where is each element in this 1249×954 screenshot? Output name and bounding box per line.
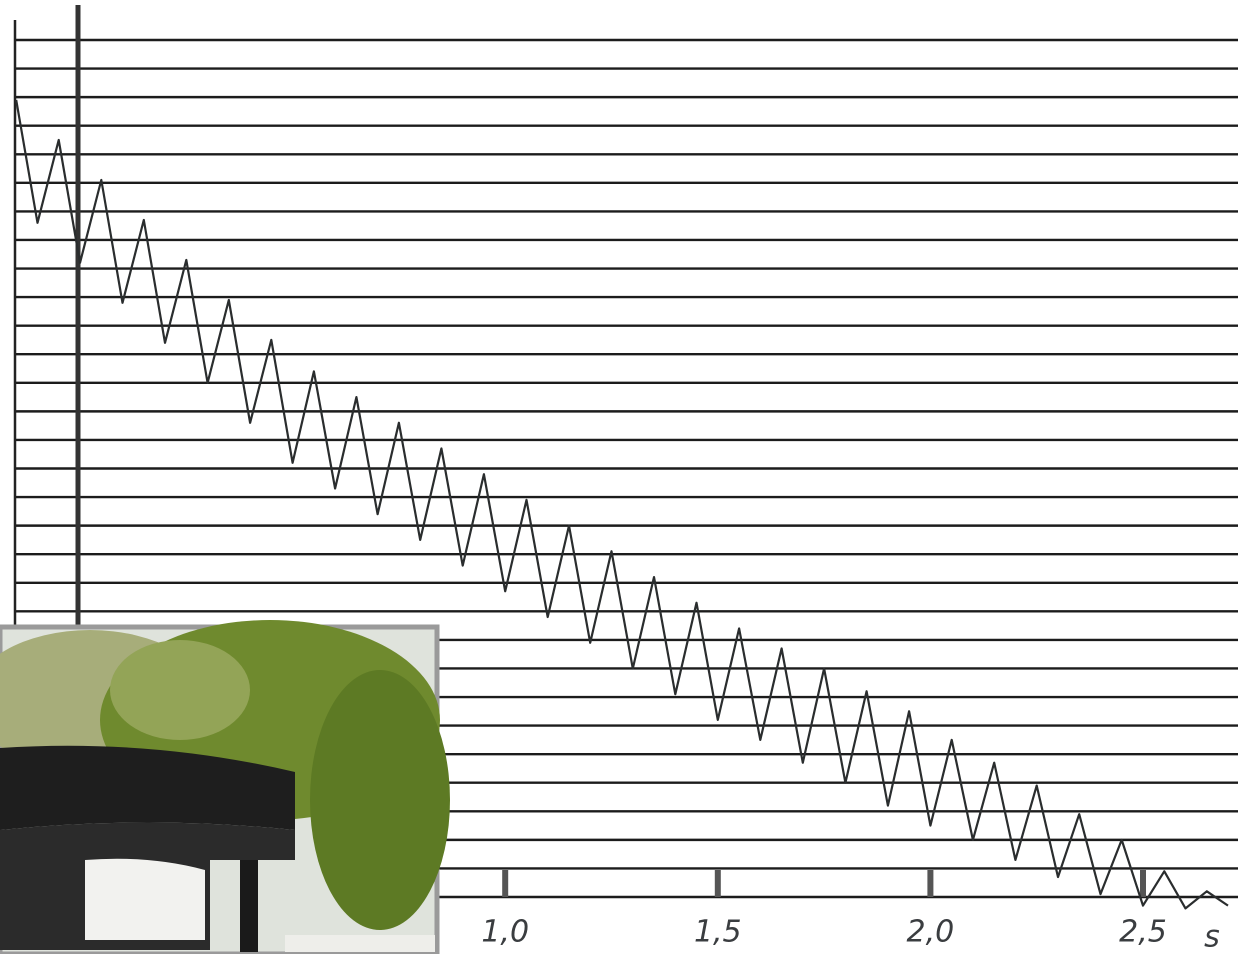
x-tick-mark	[927, 870, 934, 897]
x-tick-mark	[714, 870, 721, 897]
x-tick-label: 2,5	[1119, 915, 1167, 950]
x-tick-mark	[502, 870, 509, 897]
plot	[15, 99, 1229, 910]
photo-wall	[285, 935, 435, 952]
x-tick-label: 1,0	[481, 915, 529, 950]
photo-wall	[85, 858, 205, 940]
trace	[15, 99, 1229, 910]
x-tick-label: 1,5	[694, 915, 742, 950]
grid	[15, 38, 1238, 899]
photo-inset	[0, 620, 450, 954]
photo-roof	[0, 745, 295, 830]
x-tick-label: 2,0	[907, 915, 955, 950]
photo-tree	[310, 670, 450, 930]
photo-tree	[110, 640, 250, 740]
photo-pillar	[240, 860, 258, 952]
x-tick-mark	[1140, 870, 1146, 897]
x-axis-unit: s	[1204, 920, 1220, 954]
